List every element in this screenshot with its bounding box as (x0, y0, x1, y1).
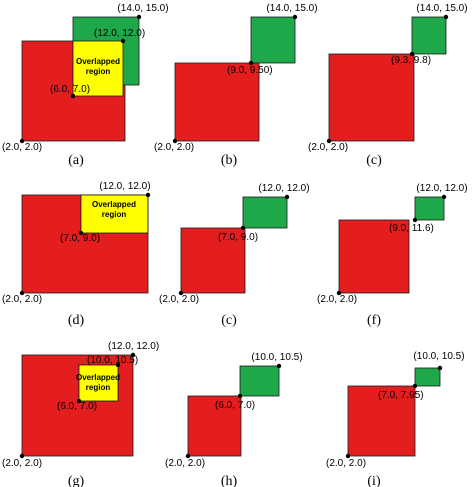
coordinate-label: (2.0, 2.0) (2, 142, 42, 153)
corner-point-marker (185, 453, 191, 459)
red-square (180, 227, 246, 294)
panel-caption: (h) (221, 474, 238, 487)
corner-point-marker (441, 194, 447, 200)
panel-caption: (a) (68, 153, 84, 168)
coordinate-label: (2.0, 2.0) (159, 294, 199, 305)
coordinate-label: (2.0, 2.0) (308, 142, 348, 153)
corner-point-marker (115, 362, 121, 368)
corner-point-marker (276, 363, 282, 369)
corner-point-marker (76, 398, 82, 404)
panel-3: (14.0, 15.0) (9.3, 9.8) (2.0, 2.0) (c) (308, 3, 468, 168)
red-square (338, 219, 410, 294)
corner-point-marker (19, 138, 25, 144)
corner-point-marker (237, 393, 243, 399)
coordinate-label: (14.0, 15.0) (416, 3, 467, 14)
coordinate-label: (6.0, 7.0) (50, 84, 90, 95)
corner-point-marker (130, 352, 136, 358)
corner-point-marker (412, 217, 418, 223)
panel-caption: (d) (68, 313, 85, 328)
coordinate-label: (9.3, 9.8) (391, 55, 431, 66)
coordinate-label: (14.0, 15.0) (117, 3, 168, 14)
coordinate-label: (7.0, 7.95) (378, 390, 424, 401)
coordinate-label: (2.0, 2.0) (2, 294, 42, 305)
overlap-region-label: region (86, 67, 111, 76)
coordinate-label: (12.0, 12.0) (108, 341, 159, 352)
overlap-region-box (80, 194, 149, 234)
red-square (174, 62, 260, 142)
panel-5: (12.0, 12.0) (7.0, 9.0) (2.0, 2.0) (c) (159, 183, 310, 328)
corner-point-marker (326, 138, 332, 144)
green-square (411, 16, 447, 55)
coordinate-label: (2.0, 2.0) (326, 458, 366, 469)
coordinate-label: (2.0, 2.0) (2, 458, 42, 469)
green-square (414, 196, 445, 221)
overlap-region-label: region (86, 383, 111, 392)
corner-point-marker (284, 194, 290, 200)
corner-point-marker (409, 51, 415, 57)
coordinate-label: (12.0, 12.0) (99, 181, 150, 192)
coordinate-label: (9.0, 9.50) (227, 65, 273, 76)
panel-caption: (i) (367, 474, 381, 487)
corner-point-marker (336, 290, 342, 296)
red-square (328, 53, 415, 142)
panel-9: (10.0, 10.5) (7.0, 7.95) (2.0, 2.0)(i) (326, 351, 465, 487)
coordinate-label: (7.0, 9.0) (218, 232, 258, 243)
coordinate-label: (2.0, 2.0) (317, 294, 357, 305)
coordinate-label: (2.0, 2.0) (154, 142, 194, 153)
overlap-region-label: Overlapped (76, 57, 120, 66)
panel-6: (12.0, 12.0) (9.0, 11.6) (2.0, 2.0) (f) (317, 183, 468, 328)
corner-point-marker (19, 453, 25, 459)
corner-point-marker (443, 14, 449, 20)
red-square (347, 385, 416, 457)
coordinate-label: (6.0, 7.0) (215, 400, 255, 411)
panel-8: (10.0, 10.5) (6.0, 7.0) (2.0, 2.0) (h) (165, 352, 303, 487)
overlap-region-box (78, 364, 119, 402)
panel-caption: (c) (366, 153, 382, 168)
overlap-region-box (72, 40, 124, 97)
overlap-region-label: Overlapped (92, 200, 136, 209)
coordinate-label: (14.0, 15.0) (266, 3, 317, 14)
panel-caption: (g) (68, 474, 85, 487)
red-square (187, 395, 242, 457)
corner-point-marker (19, 290, 25, 296)
corner-point-marker (172, 138, 178, 144)
coordinate-label: (2.0, 2.0) (165, 458, 205, 469)
panel-caption: (f) (367, 313, 381, 328)
coordinate-label: (10.0, 10.5) (251, 352, 302, 363)
overlap-region-label: region (102, 210, 127, 219)
coordinate-label: (10.0, 10.5) (413, 351, 464, 362)
green-square (242, 196, 288, 229)
corner-point-marker (412, 383, 418, 389)
green-square (414, 367, 441, 387)
corner-point-marker (78, 230, 84, 236)
coordinate-label: (12.0, 12.0) (258, 183, 309, 194)
corner-point-marker (120, 38, 126, 44)
corner-point-marker (70, 93, 76, 99)
coordinate-label: (12.0, 12.0) (416, 183, 467, 194)
coordinate-label: (10.0, 10.5) (87, 355, 138, 366)
green-square (250, 16, 296, 64)
panel-caption: (c) (221, 313, 237, 328)
coordinate-label: (12.0, 12.0) (94, 28, 145, 39)
panel-caption: (b) (221, 153, 238, 168)
corner-point-marker (240, 225, 246, 231)
corner-point-marker (437, 365, 443, 371)
corner-point-marker (178, 290, 184, 296)
panel-2: (14.0, 15.0) (9.0, 9.50) (2.0, 2.0) (b) (154, 3, 318, 168)
corner-point-marker (136, 14, 142, 20)
coordinate-label: (9.0, 11.6) (389, 223, 434, 234)
green-square (239, 365, 280, 397)
corner-point-marker (292, 14, 298, 20)
coordinate-label: (6.0, 7.0) (57, 401, 97, 412)
coordinate-label: (7.0, 9.0) (60, 233, 100, 244)
overlap-region-label: Overlapped (76, 373, 120, 382)
corner-point-marker (145, 192, 151, 198)
corner-point-marker (248, 60, 254, 66)
corner-point-marker (345, 453, 351, 459)
